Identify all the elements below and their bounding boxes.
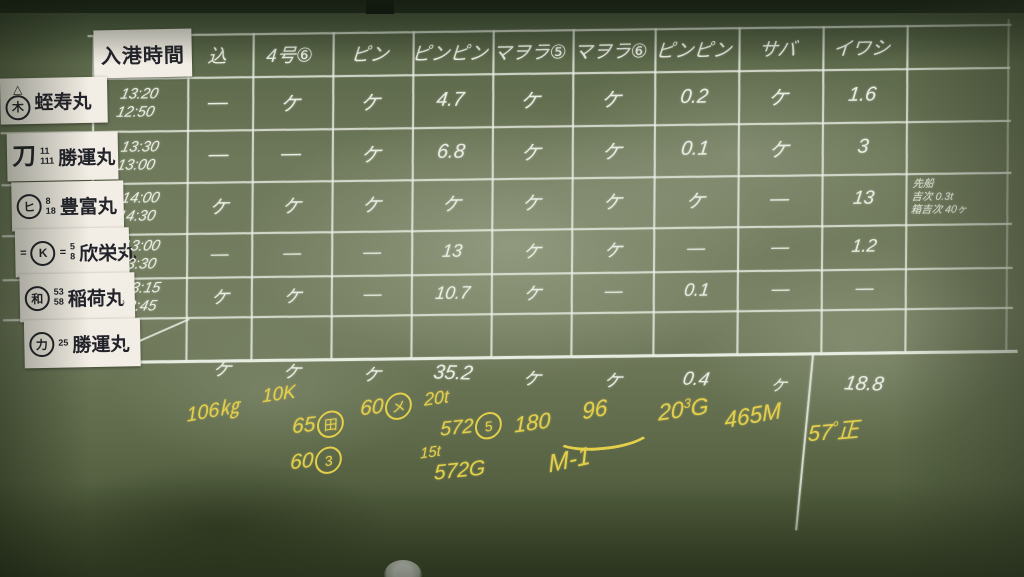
annotation-number: 65 <box>291 412 316 439</box>
entry-time-second: 14:30 <box>116 206 158 225</box>
catch-value-cell: ケ <box>600 141 623 164</box>
catch-value-cell: — <box>603 280 624 301</box>
circled-annotation: 田 <box>316 409 345 440</box>
catch-value-cell: ケ <box>278 93 302 116</box>
catch-value-cell: ケ <box>601 192 624 214</box>
catch-value-cell: 10.7 <box>434 282 472 303</box>
annotation-letter: G <box>690 392 709 422</box>
column-total: 0.4 <box>681 368 712 391</box>
catch-value-cell: ケ <box>208 197 230 219</box>
catch-value-cell: ケ <box>519 142 542 165</box>
catch-value-cell: 0.1 <box>683 279 711 300</box>
yellow-annotation: 180 <box>514 407 551 438</box>
catch-value-cell: 1.6 <box>847 83 878 106</box>
catch-value-cell: — <box>770 278 791 299</box>
entry-time-first: 13:00 <box>120 237 162 255</box>
yellow-annotation: 65 田 <box>292 409 345 442</box>
entry-time: 13:15 12:45 <box>91 278 189 316</box>
catch-value-cell: ケ <box>767 139 790 162</box>
yellow-annotation: 15t <box>420 442 441 463</box>
catch-value-cell: 3 <box>856 135 870 158</box>
catch-value-cell: ケ <box>282 286 303 307</box>
column-total: ケ <box>602 370 624 392</box>
circled-annotation: メ <box>384 391 413 422</box>
entry-time-first: 14:00 <box>120 189 162 207</box>
shadow-overlay <box>0 0 1024 64</box>
yellow-annotation: 10K <box>262 381 296 408</box>
catch-value-cell: ケ <box>520 193 543 215</box>
catch-value-cell: ケ <box>522 283 543 304</box>
entry-time-second: 12:45 <box>117 296 159 315</box>
shadow-overlay <box>894 0 1024 577</box>
annotation-number: 20 <box>658 395 684 426</box>
column-total: ケ <box>769 377 789 396</box>
catch-value-cell: 4.7 <box>435 88 466 111</box>
catch-value-cell: ケ <box>360 195 383 217</box>
catch-value-cell: ケ <box>599 89 623 112</box>
catch-value-cell: ケ <box>440 194 463 216</box>
entry-time-first: 13:20 <box>118 85 161 104</box>
shadow-overlay <box>0 482 1024 577</box>
catch-value-cell: — <box>362 241 383 262</box>
column-total: ケ <box>211 359 233 381</box>
column-total: ケ <box>361 364 383 386</box>
entry-time: 13:30 13:00 <box>88 131 189 181</box>
entry-time-first: 13:15 <box>121 279 163 297</box>
entry-time-first: 13:30 <box>119 138 161 156</box>
entry-time-second: 12:50 <box>114 103 157 121</box>
catch-value-cell: ケ <box>358 92 382 115</box>
catch-value-cell: ケ <box>518 90 542 113</box>
shadow-overlay <box>0 0 90 577</box>
catch-value-cell: ケ <box>684 191 707 213</box>
catch-value-cell: ケ <box>359 144 382 167</box>
catch-value-cell: ケ <box>766 87 790 110</box>
entry-time-second: 13:00 <box>115 155 157 174</box>
annotation-number: 60 <box>359 394 384 421</box>
annotation-number: 572 <box>439 415 474 441</box>
catch-value-cell: 6.8 <box>435 140 467 163</box>
annotation-kanji: 正 <box>836 416 860 444</box>
catch-value-cell: 13 <box>441 240 464 261</box>
catch-value-cell: — <box>282 242 303 263</box>
catch-value-cell: — <box>769 188 791 210</box>
catch-value-cell: 0.1 <box>679 137 711 160</box>
entry-time: 14:00 14:30 <box>89 183 189 231</box>
catch-value-cell: ケ <box>522 241 543 262</box>
catch-value-cell: — <box>279 142 303 165</box>
catch-value-cell: — <box>207 143 230 166</box>
catch-value-cell: — <box>209 243 230 264</box>
entry-time: 13:00 13:30 <box>90 234 189 276</box>
yellow-annotation: 60 メ <box>360 391 413 424</box>
column-total: ケ <box>521 368 543 390</box>
yellow-annotation: 20t <box>424 386 449 410</box>
catch-value-cell: — <box>686 237 707 258</box>
yellow-annotation: 57º正 <box>807 412 860 449</box>
catch-value-cell: ケ <box>603 240 624 261</box>
catch-value-cell: 0.2 <box>679 85 710 108</box>
catch-value-cell: — <box>362 283 383 304</box>
catch-value-cell: — <box>770 236 791 257</box>
catch-value-cell: ケ <box>210 286 231 308</box>
catch-value-cell: ケ <box>280 196 303 218</box>
circled-annotation: 5 <box>474 410 503 441</box>
shadow-overlay <box>50 460 390 577</box>
annotation-superscript: 3 <box>683 395 691 412</box>
entry-time-second: 13:30 <box>116 254 159 273</box>
entry-time: 13:20 12:50 <box>87 78 188 129</box>
annotation-number: 57 <box>807 419 834 447</box>
column-total: 35.2 <box>431 361 475 385</box>
catch-value-cell: — <box>206 90 230 114</box>
